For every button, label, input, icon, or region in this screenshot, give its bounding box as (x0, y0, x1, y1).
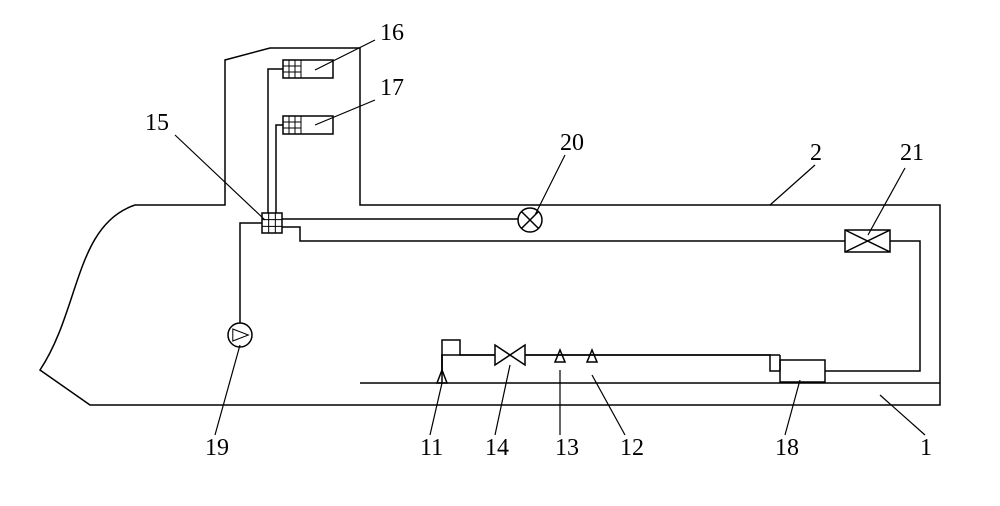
label-12: 12 (620, 435, 644, 461)
leader-16 (315, 40, 375, 70)
label-17: 17 (380, 75, 404, 101)
components (228, 60, 890, 383)
label-15: 15 (145, 110, 169, 136)
hull-outline (40, 43, 940, 405)
label-13: 13 (555, 435, 579, 461)
wire (282, 227, 845, 241)
label-1: 1 (920, 435, 932, 461)
component-15 (262, 213, 282, 233)
diagram-canvas: 121112131415161718192021 (0, 0, 1000, 506)
leader-19 (215, 345, 240, 435)
wire (240, 223, 262, 323)
leader-2 (770, 165, 815, 205)
component-14 (495, 345, 510, 365)
component-12 (587, 350, 597, 362)
leader-lines (175, 40, 925, 435)
wires (240, 69, 920, 383)
leader-21 (868, 168, 905, 235)
leader-1 (880, 395, 925, 435)
leader-20 (535, 155, 565, 215)
wire (276, 125, 283, 213)
leader-15 (175, 135, 265, 220)
leader-11 (430, 383, 442, 435)
label-2: 2 (810, 140, 822, 166)
component-13 (555, 350, 565, 362)
label-19: 19 (205, 435, 229, 461)
label-18: 18 (775, 435, 799, 461)
label-21: 21 (900, 140, 924, 166)
label-20: 20 (560, 130, 584, 156)
leader-17 (315, 100, 375, 125)
leader-18 (785, 380, 800, 435)
wire (825, 241, 920, 371)
leader-14 (495, 365, 510, 435)
label-14: 14 (485, 435, 509, 461)
label-11: 11 (420, 435, 443, 461)
component-18 (780, 360, 825, 382)
component-17 (283, 116, 333, 134)
component-16 (283, 60, 333, 78)
wire (442, 355, 495, 370)
label-16: 16 (380, 20, 404, 46)
